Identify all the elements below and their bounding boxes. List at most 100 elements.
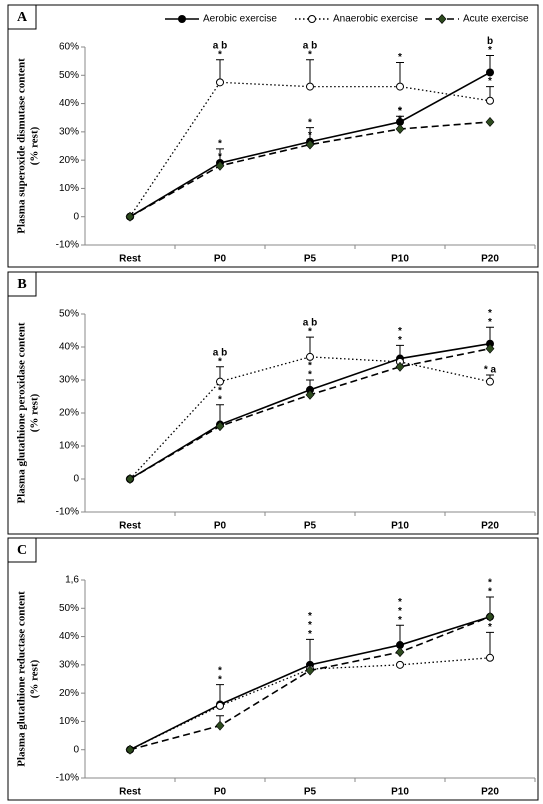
significance-label: * xyxy=(488,587,492,598)
significance-label: * xyxy=(308,611,312,622)
y-tick-label: 0 xyxy=(73,474,79,485)
significance-label: * xyxy=(398,106,402,117)
marker xyxy=(308,15,316,23)
legend-label: Acute exercise xyxy=(463,14,529,25)
significance-label: * xyxy=(398,326,402,337)
significance-label: a b xyxy=(213,347,227,358)
series-line xyxy=(129,81,491,218)
significance-label: * xyxy=(218,151,222,162)
significance-label: * xyxy=(308,620,312,631)
significance-label: * xyxy=(308,49,312,60)
series-line xyxy=(129,121,491,218)
y-axis-title: Plasma glutathione peroxidase content xyxy=(16,322,28,503)
x-tick-label: P5 xyxy=(304,521,317,532)
marker xyxy=(215,720,225,731)
significance-label: * xyxy=(218,356,222,367)
marker xyxy=(216,377,224,386)
significance-label: * xyxy=(398,115,402,126)
marker xyxy=(486,653,494,662)
y-tick-label: 40% xyxy=(59,98,79,109)
legend-label: Aerobic exercise xyxy=(203,14,277,25)
significance-label: * xyxy=(218,138,222,149)
y-axis-title: Plasma superoxide dismutase content xyxy=(16,58,28,234)
y-tick-label: 10% xyxy=(59,441,79,452)
x-tick-label: P5 xyxy=(304,254,317,265)
significance-label: * xyxy=(308,370,312,381)
significance-label: * xyxy=(398,606,402,617)
x-tick-label: P20 xyxy=(481,521,499,532)
y-tick-label: 20% xyxy=(59,688,79,699)
significance-label: a b xyxy=(213,40,227,51)
significance-label: * xyxy=(488,578,492,589)
y-tick-label: 50% xyxy=(59,309,79,320)
panel-frame xyxy=(7,271,539,535)
panel-label: C xyxy=(17,543,27,558)
significance-label: * xyxy=(488,308,492,319)
marker xyxy=(305,389,315,400)
significance-label: * xyxy=(398,597,402,608)
marker xyxy=(395,647,405,658)
significance-label: * xyxy=(398,52,402,63)
x-tick-label: P0 xyxy=(214,521,227,532)
panel-label: B xyxy=(17,277,26,292)
x-tick-label: P0 xyxy=(214,254,227,265)
x-tick-label: P20 xyxy=(481,254,499,265)
error-bar xyxy=(306,59,314,87)
significance-label: * xyxy=(308,361,312,372)
y-tick-label: -10% xyxy=(56,773,79,784)
marker xyxy=(125,211,135,222)
series-line xyxy=(129,356,491,480)
x-tick-label: P0 xyxy=(214,787,227,798)
y-axis-title: (% rest) xyxy=(29,126,41,165)
y-tick-label: 40% xyxy=(59,342,79,353)
marker xyxy=(395,124,405,134)
significance-label: * xyxy=(488,76,492,87)
x-tick-label: P10 xyxy=(391,254,409,265)
significance-label: * xyxy=(488,317,492,328)
panel-frame xyxy=(7,537,539,801)
significance-label: * xyxy=(218,674,222,685)
marker xyxy=(396,82,404,91)
significance-label: * xyxy=(308,629,312,640)
error-bar xyxy=(306,638,314,665)
marker xyxy=(486,96,494,105)
significance-label: * a xyxy=(484,365,497,376)
panel-label-box xyxy=(7,4,37,30)
y-tick-label: 40% xyxy=(59,631,79,642)
marker xyxy=(396,660,404,669)
marker xyxy=(395,361,405,372)
y-tick-label: 10% xyxy=(59,716,79,727)
significance-label: * xyxy=(308,327,312,338)
significance-label: a b xyxy=(303,40,317,51)
marker xyxy=(216,78,224,87)
y-axis-title: (% rest) xyxy=(29,659,41,698)
y-tick-label: -10% xyxy=(56,507,79,518)
marker xyxy=(396,641,404,650)
x-tick-label: P10 xyxy=(391,521,409,532)
significance-label: * xyxy=(308,117,312,128)
x-tick-label: Rest xyxy=(119,254,141,265)
y-tick-label: 1,6 xyxy=(65,575,79,586)
significance-label: * xyxy=(218,385,222,396)
significance-label: * xyxy=(218,49,222,60)
marker xyxy=(305,665,315,676)
y-tick-label: 20% xyxy=(59,155,79,166)
significance-label: * xyxy=(218,394,222,405)
significance-label: * xyxy=(488,622,492,633)
y-tick-label: 50% xyxy=(59,603,79,614)
x-tick-label: Rest xyxy=(119,787,141,798)
marker xyxy=(306,352,314,361)
marker xyxy=(305,139,315,150)
y-tick-label: -10% xyxy=(56,240,79,251)
y-tick-label: 20% xyxy=(59,408,79,419)
legend-label: Anaerobic exercise xyxy=(333,14,418,25)
marker xyxy=(486,377,494,386)
y-tick-label: 30% xyxy=(59,659,79,670)
marker xyxy=(125,744,135,755)
significance-label: * xyxy=(488,45,492,56)
y-tick-label: 10% xyxy=(59,183,79,194)
significance-label: * xyxy=(398,335,402,346)
panel-label: A xyxy=(17,10,28,25)
y-tick-label: 50% xyxy=(59,70,79,81)
marker xyxy=(485,117,495,127)
